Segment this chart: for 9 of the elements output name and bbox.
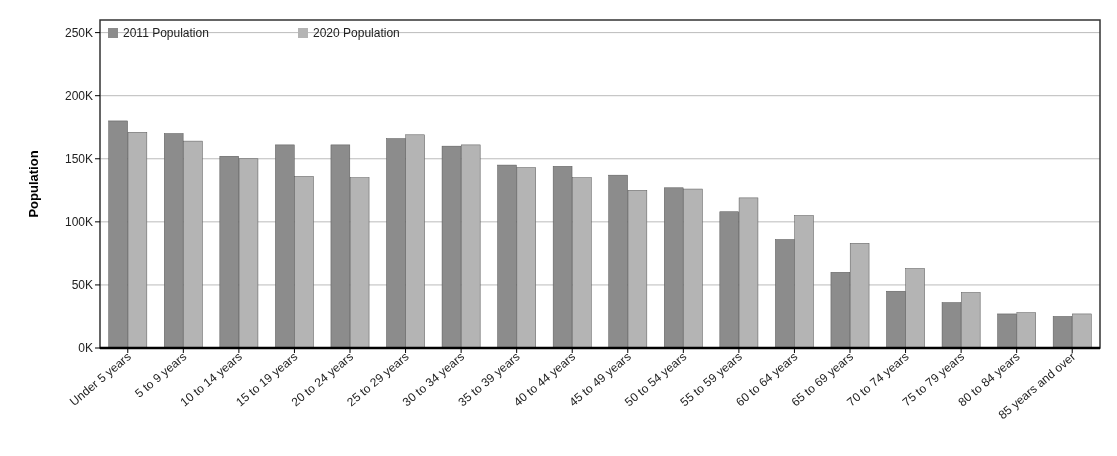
y-tick-label: 200K — [64, 88, 93, 103]
y-axis-title: Population — [26, 150, 41, 218]
legend-label: 2011 Population — [123, 26, 209, 40]
y-tick-label: 0K — [78, 341, 93, 356]
legend-label: 2020 Population — [313, 26, 400, 40]
y-tick-label: 50K — [71, 278, 93, 293]
y-tick-label: 100K — [64, 215, 93, 230]
y-tick-label: 250K — [64, 25, 93, 40]
y-tick-label: 150K — [64, 151, 93, 166]
